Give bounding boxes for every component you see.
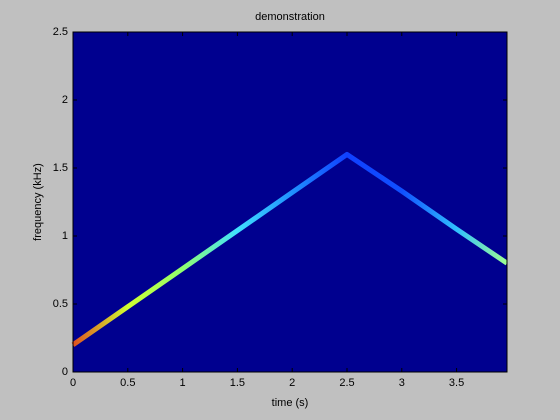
x-tick-label: 3: [399, 377, 405, 389]
chart-title: demonstration: [255, 11, 325, 23]
plot-area: [73, 32, 507, 372]
x-tick-label: 3.5: [449, 377, 464, 389]
x-tick-label: 0: [70, 377, 76, 389]
x-tick-label: 1: [180, 377, 186, 389]
x-axis-label: time (s): [272, 397, 309, 409]
ridge-line: [71, 151, 509, 347]
y-tick-label: 2.5: [53, 26, 68, 38]
x-tick-label: 2.5: [339, 377, 354, 389]
y-tick-label: 0: [62, 366, 68, 378]
y-tick-label: 0.5: [53, 298, 68, 310]
y-tick-label: 2: [62, 94, 68, 106]
y-axis-label: frequency (kHz): [32, 163, 44, 241]
x-tick-label: 1.5: [230, 377, 245, 389]
x-tick-label: 0.5: [120, 377, 135, 389]
x-tick-label: 2: [289, 377, 295, 389]
axes-frame: [72, 31, 508, 373]
y-tick-label: 1: [62, 230, 68, 242]
y-tick-label: 1.5: [53, 162, 68, 174]
